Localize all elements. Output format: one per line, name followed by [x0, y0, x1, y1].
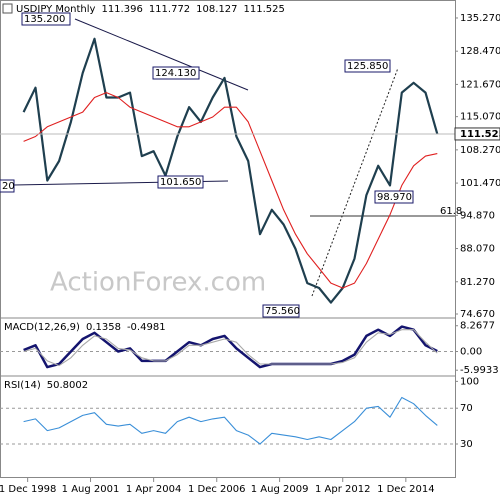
y-tick-label: -5.9933 — [460, 365, 499, 376]
x-tick-label: 1 Dec 2014 — [377, 484, 435, 495]
y-tick-label: 81.270 — [460, 277, 495, 288]
trend-line — [74, 18, 249, 91]
panel-title: USDJPY Monthly 111.396 111.772 108.127 111.5… — [16, 4, 285, 15]
quote-value: -0.4981 — [127, 322, 166, 333]
series-line — [23, 325, 438, 369]
y-tick-label: 108.270 — [460, 145, 500, 156]
x-tick-label: 1 Dec 2006 — [188, 484, 246, 495]
annotation-box — [152, 66, 200, 80]
quote-value: 111.396 — [101, 4, 142, 15]
y-tick-label: 30 — [460, 439, 473, 450]
y-tick-label: 115.070 — [460, 112, 500, 123]
annotation-box — [157, 175, 204, 189]
panel-title-text: USDJPY Monthly — [16, 4, 96, 15]
quote-value: 111.525 — [244, 4, 285, 15]
title-icon — [2, 3, 13, 14]
y-tick-label: 121.670 — [460, 79, 500, 90]
y-tick-label: 70 — [460, 403, 473, 414]
annotation-label: 98.970 — [377, 192, 412, 203]
annotation-box — [0, 179, 15, 193]
x-tick-label: 1 Dec 1998 — [0, 484, 56, 495]
series-line — [23, 329, 438, 367]
last-price-tag — [454, 127, 500, 141]
trend-line — [311, 67, 399, 297]
annotation-label: 20 — [2, 181, 15, 192]
watermark: ActionForex.com — [50, 268, 266, 298]
panel-title: MACD(12,26,9) 0.1358 -0.4981 — [4, 322, 166, 333]
x-tick-label: 1 Apr 2012 — [315, 484, 370, 495]
panel-title-text: RSI(14) — [4, 380, 41, 391]
y-tick-label: 135.270 — [460, 13, 500, 24]
y-tick-label: 74.670 — [460, 309, 495, 320]
annotation-box — [344, 59, 391, 73]
x-tick-label: 1 Aug 2001 — [62, 484, 120, 495]
quote-value: 50.8002 — [47, 380, 88, 391]
annotation-label: 101.650 — [160, 177, 201, 188]
last-price-label: 111.525 — [460, 129, 500, 140]
quote-value: 111.772 — [149, 4, 190, 15]
annotation-label: 135.200 — [24, 14, 65, 25]
annotation-box — [21, 12, 71, 26]
y-tick-label: 0.00 — [460, 347, 482, 358]
y-tick-label: 101.470 — [460, 178, 500, 189]
annotation-box — [262, 304, 300, 318]
quote-value: 0.1358 — [86, 322, 121, 333]
annotation-box — [374, 190, 414, 204]
annotation-label: 61.8 — [440, 206, 462, 217]
annotation-label: 75.560 — [265, 306, 300, 317]
annotation-label: 124.130 — [155, 68, 196, 79]
series-line — [23, 396, 438, 445]
y-tick-label: 100 — [460, 376, 479, 387]
series-line — [22, 37, 439, 304]
series-line — [23, 92, 438, 289]
panel-title: RSI(14) 50.8002 — [4, 380, 88, 391]
panel-title-text: MACD(12,26,9) — [4, 322, 80, 333]
y-tick-label: 8.2677 — [460, 321, 495, 332]
annotation-label: 125.850 — [347, 61, 388, 72]
y-tick-label: 128.470 — [460, 46, 500, 57]
y-tick-label: 94.870 — [460, 210, 495, 221]
frame — [0, 0, 456, 478]
y-tick-label: 88.070 — [460, 244, 495, 255]
quote-value: 108.127 — [196, 4, 237, 15]
x-tick-label: 1 Apr 2004 — [126, 484, 181, 495]
x-tick-label: 1 Aug 2009 — [251, 484, 309, 495]
